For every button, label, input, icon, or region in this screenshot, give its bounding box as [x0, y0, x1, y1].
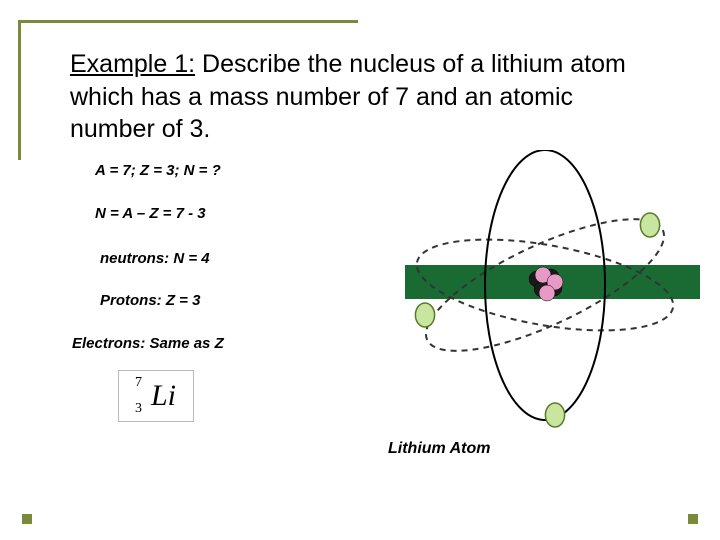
atom-caption: Lithium Atom [388, 440, 491, 458]
line-neutrons: neutrons: N = 4 [100, 250, 210, 267]
isotope-notation: 7 3 Li [118, 370, 194, 422]
electron [415, 303, 434, 327]
electron [545, 403, 564, 427]
corner-square-icon [22, 514, 32, 524]
corner-square-icon [688, 514, 698, 524]
line-given: A = 7; Z = 3; N = ? [95, 162, 221, 179]
example-heading: Example 1: Describe the nucleus of a lit… [70, 48, 630, 146]
line-electrons: Electrons: Same as Z [72, 335, 224, 352]
frame-top-rule [18, 20, 358, 23]
atomic-number: 3 [135, 401, 142, 417]
element-symbol: Li [151, 379, 176, 413]
nucleon [539, 285, 555, 301]
line-protons: Protons: Z = 3 [100, 292, 200, 309]
heading-prefix: Example 1: [70, 50, 195, 78]
electron [640, 213, 659, 237]
frame-left-rule [18, 20, 21, 160]
lithium-atom-diagram [390, 150, 690, 430]
mass-number: 7 [135, 375, 142, 391]
line-formula: N = A – Z = 7 - 3 [95, 205, 206, 222]
